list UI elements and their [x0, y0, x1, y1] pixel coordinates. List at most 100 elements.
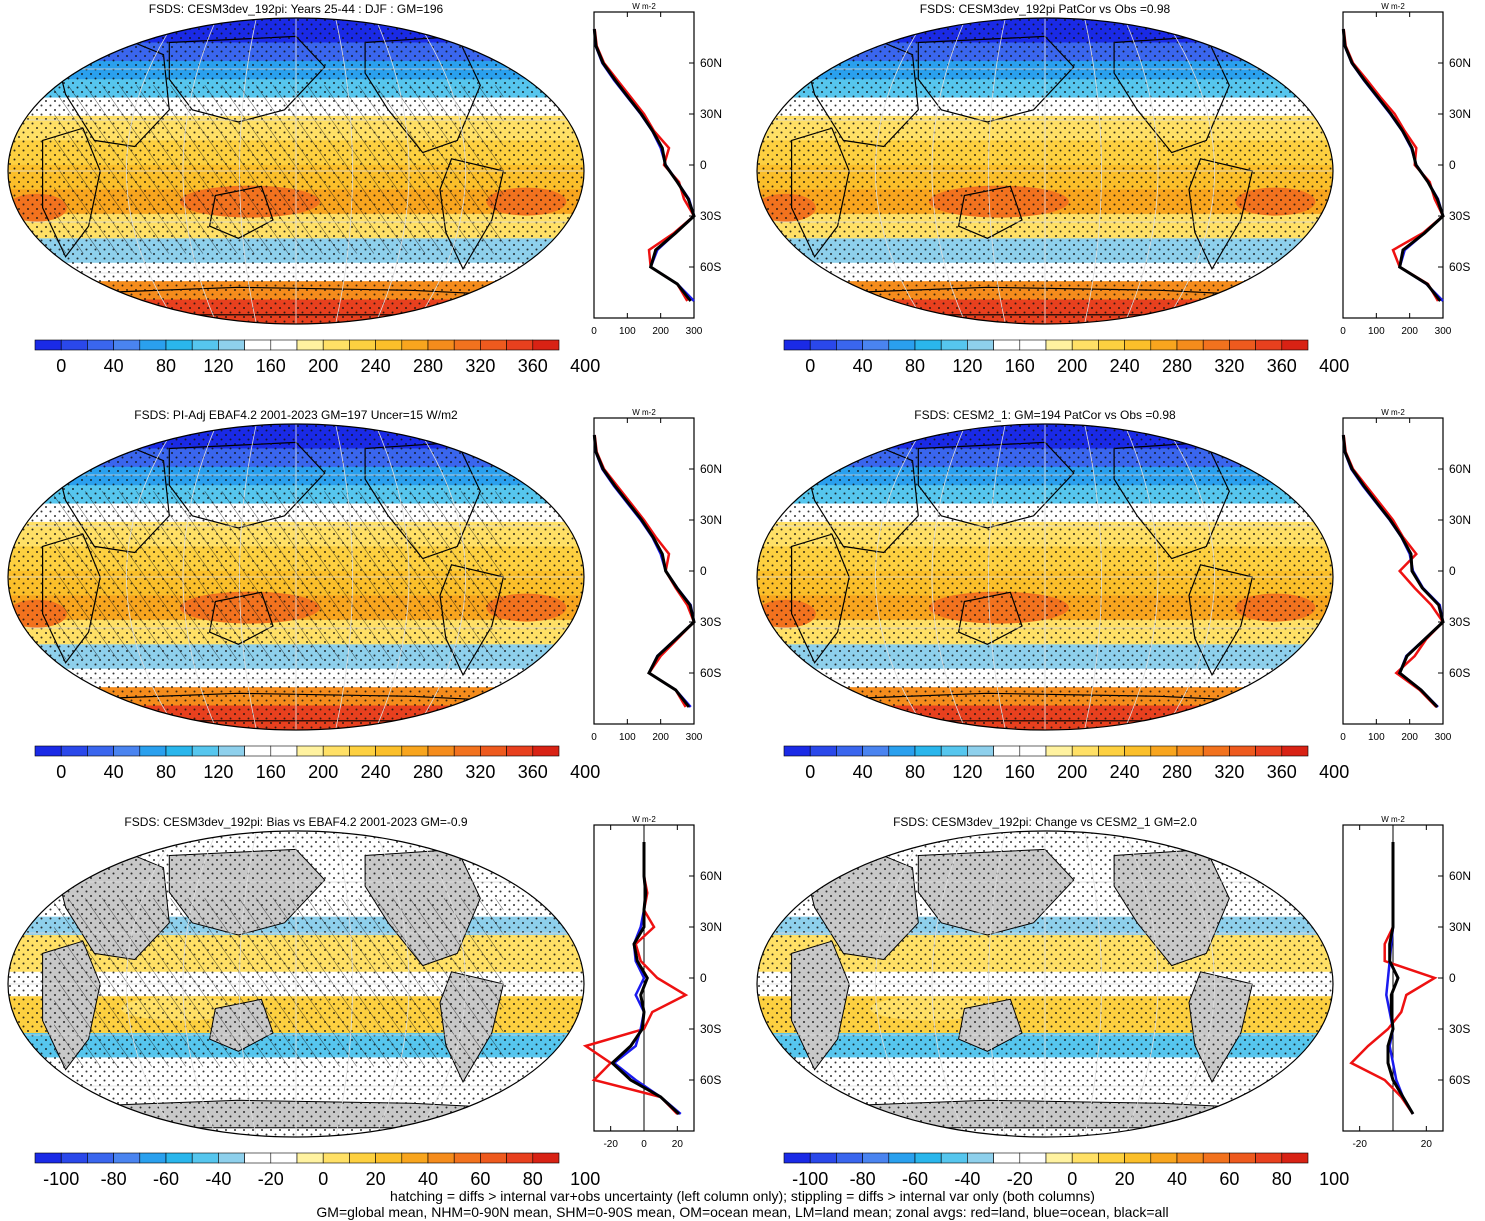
colorbar-swatch [375, 339, 403, 351]
colorbar-label: 80 [156, 762, 176, 782]
colorbar-swatch [296, 745, 324, 757]
colorbar-label: 200 [1057, 762, 1087, 782]
colorbar-swatch [1150, 339, 1178, 351]
colorbar-label: 0 [318, 1169, 328, 1188]
colorbar-swatch [1019, 1152, 1047, 1164]
graticule-lon [875, 424, 927, 730]
map-border [7, 423, 585, 731]
colorbar-swatch [1071, 745, 1099, 757]
lat-label: 60N [700, 869, 722, 883]
colorbar-label: 160 [1005, 762, 1035, 782]
colorbar-swatch [165, 339, 193, 351]
colorbar-swatch [1124, 745, 1152, 757]
graticule-lon [414, 18, 466, 324]
colorbar-label: 120 [203, 356, 233, 376]
panel-title: FSDS: CESM3dev_192pi: Bias vs EBAF4.2 20… [124, 815, 467, 829]
panel-title: FSDS: CESM3dev_192pi: Change vs CESM2_1 … [893, 815, 1197, 829]
colorbar-label: 80 [905, 762, 925, 782]
colorbar-swatch [218, 339, 245, 351]
colorbar-swatch [967, 745, 994, 757]
zonal-panel: 60N 30N 0 30S 60S W m-2 -20 20 [1342, 815, 1471, 1150]
graticule-lon [1163, 18, 1215, 324]
hatching [54, 85, 504, 254]
colorbar-swatch [1124, 1152, 1152, 1164]
colorbar-swatch [218, 1152, 245, 1164]
lat-label: 30S [1449, 209, 1470, 223]
zonal-unit: W m-2 [1381, 815, 1405, 824]
colorbar-swatch [809, 1152, 837, 1164]
colorbar-swatch [862, 1152, 890, 1164]
graticule-lon [374, 424, 410, 730]
colorbar-swatch [1255, 745, 1283, 757]
colorbar-swatch [1202, 745, 1230, 757]
colorbar-swatch [940, 1152, 968, 1164]
colorbar-label: -20 [258, 1169, 284, 1188]
colorbar-label: 40 [104, 356, 124, 376]
colorbar-swatch [401, 1152, 429, 1164]
colorbar-swatch [427, 1152, 455, 1164]
panel-2: FSDS: CESM3dev_192pi PatCor vs Obs =0.98… [756, 2, 1471, 376]
graticule-lon [239, 18, 257, 324]
zonal-line-all [610, 842, 681, 1116]
zonal-panel: 60N 30N 0 30S 60S W m-2 0 100 200 300 [1340, 408, 1471, 743]
colorbar-swatch [506, 745, 534, 757]
colorbar-swatch [532, 339, 560, 351]
colorbar-swatch [322, 745, 350, 757]
colorbar-label: 0 [56, 762, 66, 782]
colorbar-swatch [1150, 1152, 1178, 1164]
map [757, 831, 1333, 1137]
graticule-lon [1123, 831, 1159, 1137]
colorbar-swatch [1124, 339, 1152, 351]
colorbar-swatch [1229, 339, 1256, 351]
colorbar-swatch [296, 1152, 324, 1164]
map [8, 18, 584, 324]
colorbar-label: 80 [905, 356, 925, 376]
colorbar-swatch [244, 745, 272, 757]
colorbar-swatch [113, 339, 141, 351]
colorbar-swatch [836, 339, 863, 351]
colorbar-swatch [914, 1152, 942, 1164]
colorbar-swatch [940, 745, 968, 757]
graticule-lon [931, 831, 967, 1137]
colorbar-swatch [87, 745, 114, 757]
colorbar-swatch [862, 339, 890, 351]
colorbar-label: 60 [470, 1169, 490, 1188]
colorbar-swatch [453, 745, 481, 757]
colorbar-swatch [349, 1152, 376, 1164]
colorbar-swatch [1229, 745, 1256, 757]
zonal-panel: 60N 30N 0 30S 60S W m-2 0 100 200 300 [1340, 2, 1471, 337]
colorbar-swatch [87, 339, 114, 351]
graticule-lon [335, 424, 353, 730]
colorbar-swatch [191, 745, 219, 757]
x-tick-label: 0 [1340, 326, 1346, 337]
colorbar-swatch [34, 339, 62, 351]
graticule-lon [126, 831, 178, 1137]
colorbar-swatch [60, 745, 88, 757]
graticule-lon [414, 831, 466, 1137]
colorbar-label: 160 [256, 356, 286, 376]
x-tick-label: 20 [672, 1139, 684, 1150]
colorbar-label: 0 [805, 356, 815, 376]
colorbar-label: 360 [1267, 762, 1297, 782]
x-tick-label: 200 [652, 326, 669, 337]
lat-label: 30N [1449, 920, 1471, 934]
colorbar-swatch [1045, 339, 1073, 351]
colorbar-swatch [349, 339, 376, 351]
graticule-lon [126, 424, 178, 730]
lat-label: 60S [1449, 260, 1470, 274]
zonal-panel: 60N 30N 0 30S 60S W m-2 0 100 200 300 [591, 2, 722, 337]
colorbar-label: 400 [570, 762, 600, 782]
graticule-lon [335, 831, 353, 1137]
colorbar-swatch [836, 1152, 863, 1164]
lat-label: 0 [1449, 971, 1456, 985]
panel-3: FSDS: PI-Adj EBAF4.2 2001-2023 GM=197 Un… [7, 408, 722, 782]
graticule-lon [374, 831, 410, 1137]
lat-label: 30N [1449, 513, 1471, 527]
graticule-lon [1084, 424, 1102, 730]
map-border [756, 423, 1334, 731]
x-tick-label: 0 [591, 732, 597, 743]
map [757, 424, 1333, 730]
panel-title: FSDS: CESM2_1: GM=194 PatCor vs Obs =0.9… [914, 408, 1176, 422]
colorbar-swatch [401, 339, 429, 351]
